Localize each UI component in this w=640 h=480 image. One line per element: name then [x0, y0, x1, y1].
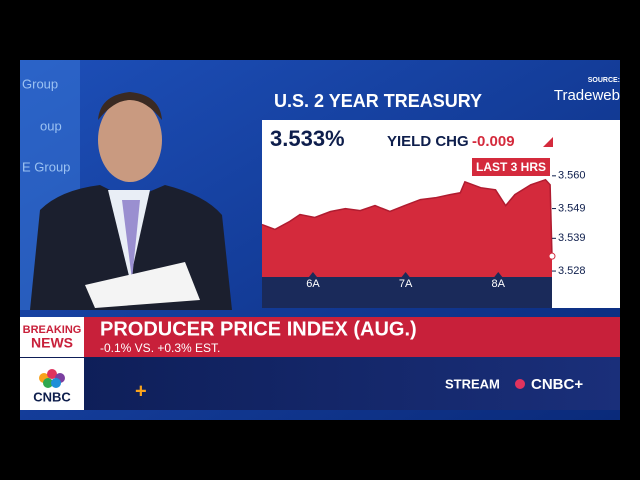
bg-text: E Group: [22, 159, 70, 174]
x-tick-label: 6A: [306, 278, 320, 290]
bg-text: Group: [22, 76, 58, 91]
stream-brand: CNBC+: [531, 376, 583, 393]
last-point: [548, 252, 556, 260]
tag-text: BREAKING: [23, 324, 82, 336]
y-tick-label: 3.560: [558, 170, 586, 182]
x-axis-band: [262, 277, 552, 308]
yield-value: 3.533%: [270, 126, 345, 151]
bg-text: oup: [40, 118, 62, 133]
yield-line: [261, 178, 553, 257]
stream-label: STREAM: [445, 376, 500, 391]
headline: PRODUCER PRICE INDEX (AUG.): [100, 318, 417, 340]
x-tick: [308, 272, 317, 277]
headline-band: [20, 317, 620, 357]
x-tick: [494, 272, 503, 277]
x-tick-label: 8A: [492, 278, 506, 290]
change-label: YIELD CHG: [387, 133, 469, 150]
anchor: [30, 92, 232, 310]
y-tick-label: 3.549: [558, 202, 586, 214]
peacock-logo: [39, 369, 65, 388]
y-tick-label: 3.528: [558, 265, 586, 277]
y-tick-label: 3.539: [558, 232, 586, 244]
change-value: -0.009: [472, 133, 515, 150]
source-label: SOURCE:: [588, 77, 620, 84]
peacock-small: [515, 379, 525, 389]
range-label: LAST 3 HRS: [476, 160, 546, 174]
network-name: CNBC: [33, 389, 71, 404]
subline: -0.1% VS. +0.3% EST.: [100, 341, 220, 355]
x-tick-label: 7A: [399, 278, 413, 290]
area-fill: [262, 179, 552, 277]
x-tick: [401, 272, 410, 277]
tag-box: [20, 317, 84, 357]
chart-title: U.S. 2 YEAR TREASURY: [274, 91, 482, 111]
range-tag: [472, 158, 550, 176]
source-name: Tradeweb: [554, 87, 620, 104]
tag-text: NEWS: [31, 335, 73, 351]
ticker-band: [20, 357, 620, 410]
down-arrow: [543, 137, 553, 147]
decor-plus: +: [135, 380, 147, 402]
